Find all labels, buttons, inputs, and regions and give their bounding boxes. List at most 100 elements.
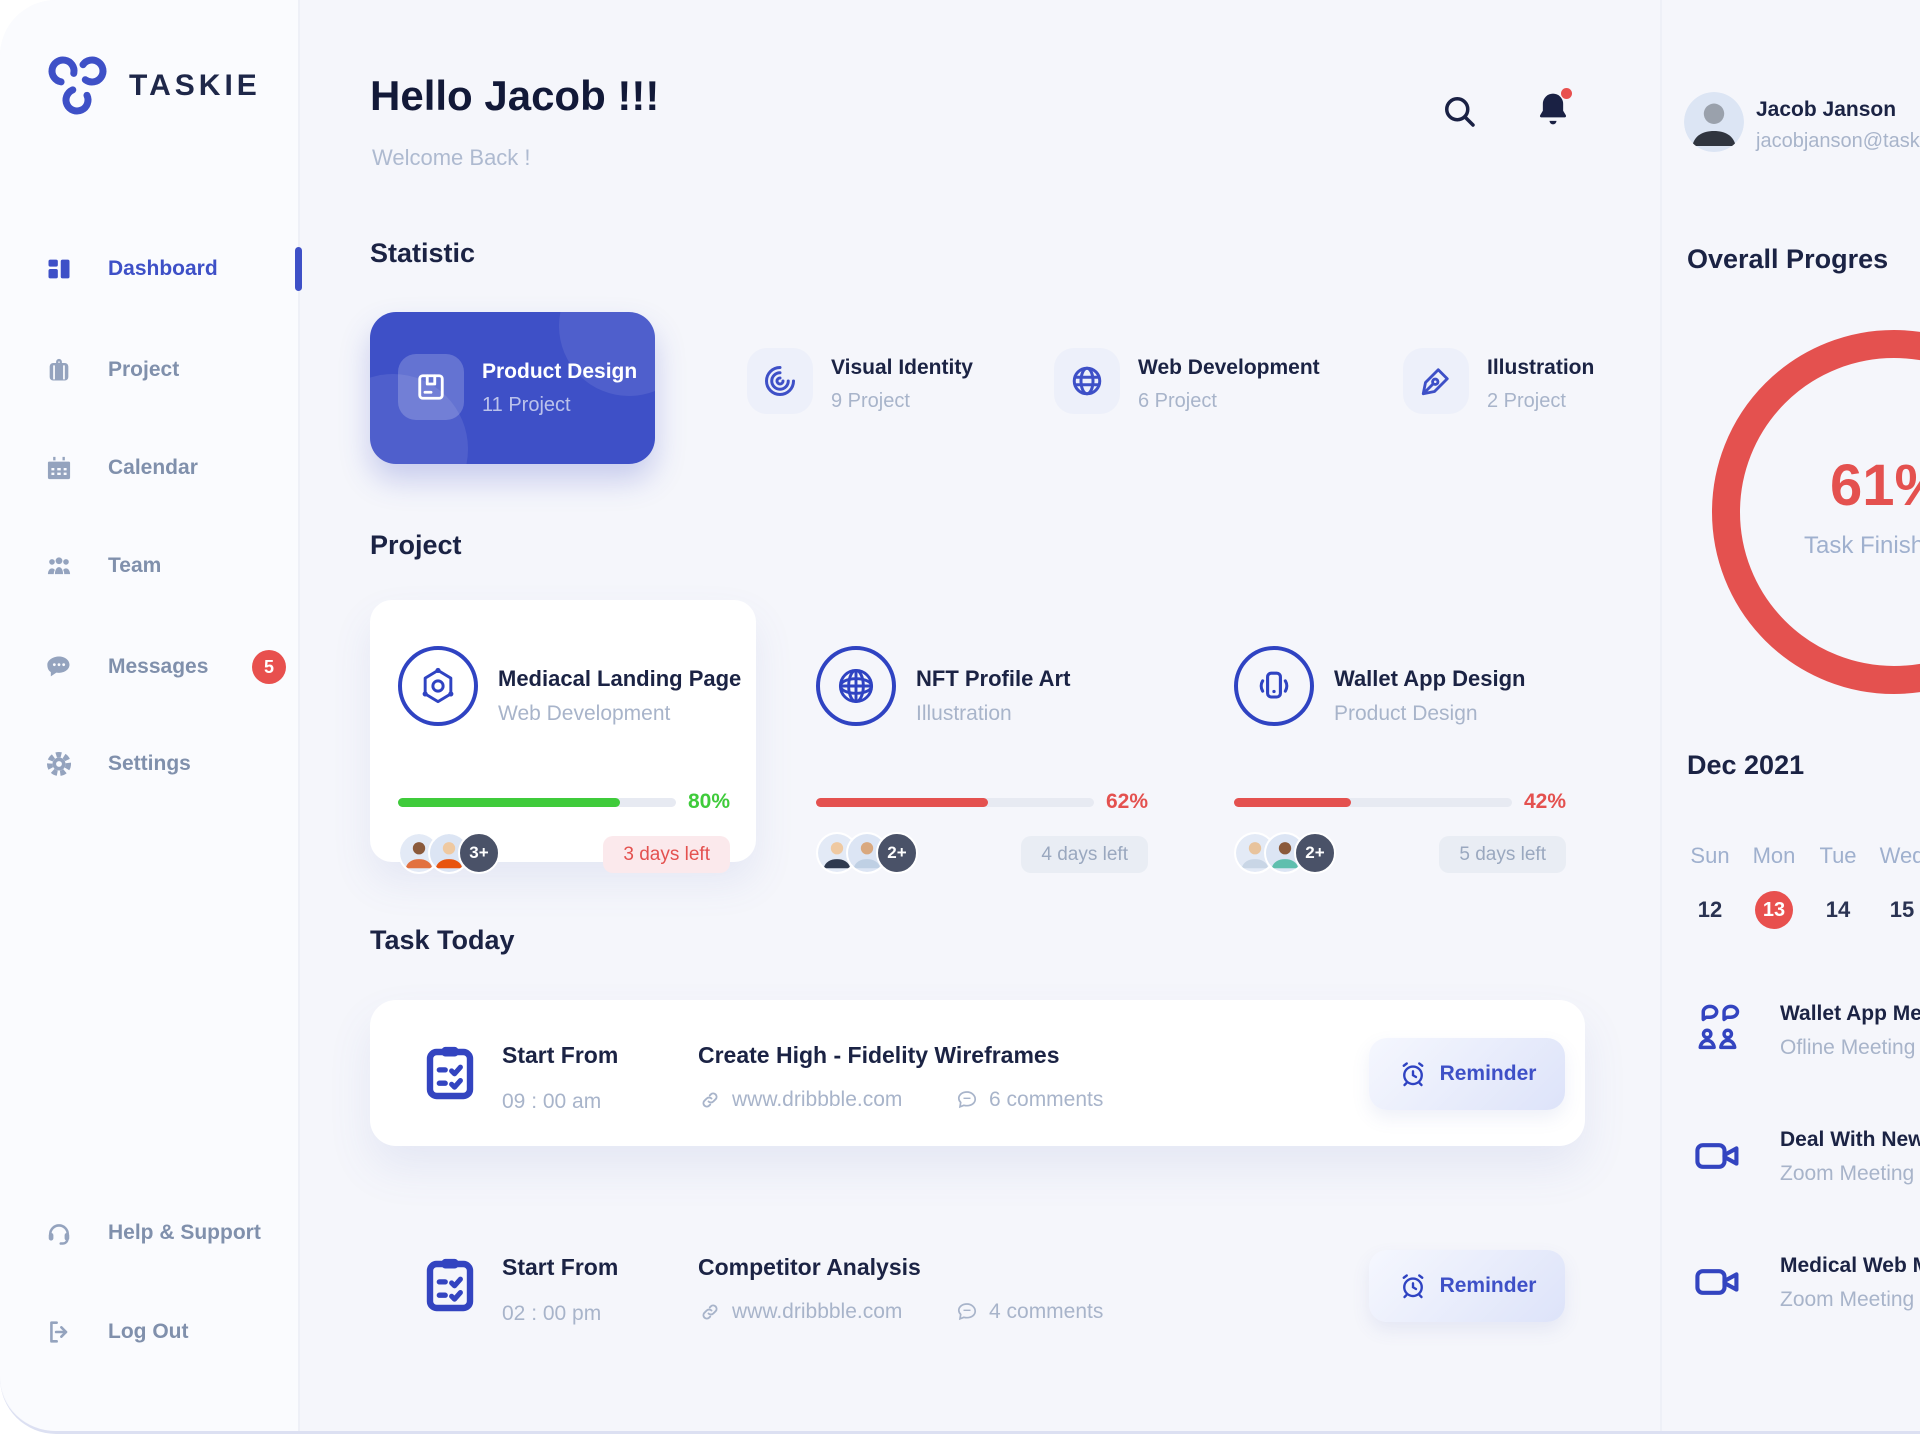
stat-card-illustration[interactable]: Illustration 2 Project <box>1403 320 1683 450</box>
task-name: Create High - Fidelity Wireframes <box>698 1042 1060 1068</box>
meeting-title: Medical Web Meeting <box>1780 1254 1920 1277</box>
stat-card-visual-identity[interactable]: Visual Identity 9 Project <box>747 320 1027 450</box>
profile-name: Jacob Janson <box>1756 98 1897 121</box>
meeting-subtitle: Zoom Meeting <box>1780 1162 1915 1185</box>
swirl-icon <box>747 348 813 414</box>
gear-icon <box>45 750 73 778</box>
calendar-column: Tue 14 <box>1806 843 1870 929</box>
profile-avatar[interactable] <box>1684 92 1744 152</box>
days-left-badge: 3 days left <box>603 836 730 873</box>
team-icon <box>45 552 73 580</box>
task-start-time: 02 : 00 pm <box>502 1302 602 1325</box>
phone-vibrate-icon <box>1234 646 1314 726</box>
messages-unread-badge: 5 <box>252 650 286 684</box>
messages-icon <box>45 653 73 681</box>
avatar <box>1234 832 1276 874</box>
task-comments[interactable]: 6 comments <box>955 1088 1103 1112</box>
globe-wireframe-icon <box>816 646 896 726</box>
sidebar-item-messages[interactable]: Messages 5 <box>0 645 300 689</box>
notification-bell-icon[interactable] <box>1532 88 1574 130</box>
people-chat-icon <box>1692 1004 1744 1056</box>
calendar-date[interactable]: 12 <box>1697 897 1723 922</box>
pen-nib-icon <box>1403 348 1469 414</box>
overall-progress-ring <box>1712 330 1920 694</box>
sidebar-item-team[interactable]: Team <box>0 544 300 588</box>
calendar-month: Dec 2021 <box>1687 750 1805 780</box>
reminder-button[interactable]: Reminder <box>1369 1250 1565 1322</box>
sidebar-item-project[interactable]: Project <box>0 348 300 392</box>
right-panel: Jacob Janson jacobjanson@taski Overall P… <box>1660 0 1920 1431</box>
task-start-label: Start From <box>502 1042 619 1068</box>
meeting-item[interactable]: Wallet App Meeting Ofline Meeting <box>1662 1002 1920 1066</box>
globe-icon <box>1054 348 1120 414</box>
calendar-date[interactable]: 15 <box>1889 897 1915 922</box>
statistic-section-title: Statistic <box>370 238 476 268</box>
project-section-title: Project <box>370 530 462 560</box>
assignee-avatars: 2+ <box>816 832 918 874</box>
task-link[interactable]: www.dribbble.com <box>698 1088 902 1112</box>
project-card-mediacal-landing-page[interactable]: Mediacal Landing Page Web Development 80… <box>370 600 756 874</box>
sidebar-item-help-support[interactable]: Help & Support <box>0 1211 300 1255</box>
progress-fill <box>398 798 621 807</box>
meeting-item[interactable]: Deal With New Zoom Meeting <box>1662 1128 1920 1192</box>
task-name: Competitor Analysis <box>698 1254 921 1280</box>
sidebar-item-logout[interactable]: Log Out <box>0 1310 300 1354</box>
box-icon <box>398 354 464 420</box>
link-icon <box>698 1088 722 1112</box>
page-title: Hello Jacob !!! <box>370 72 660 119</box>
notification-dot <box>1561 88 1572 99</box>
meeting-item[interactable]: Medical Web Meeting Zoom Meeting <box>1662 1254 1920 1318</box>
progress-percent: 42% <box>1524 790 1567 813</box>
page-subtitle: Welcome Back ! <box>372 145 531 170</box>
task-row[interactable]: Start From 02 : 00 pm Competitor Analysi… <box>370 1212 1585 1358</box>
search-icon[interactable] <box>1438 90 1480 132</box>
logo: TASKIE <box>45 55 261 117</box>
calendar-icon <box>45 454 73 482</box>
profile-email: jacobjanson@taski <box>1756 130 1920 152</box>
project-card-wallet-app-design[interactable]: Wallet App Design Product Design 42% 2+ … <box>1206 600 1592 874</box>
hexagon-network-icon <box>398 646 478 726</box>
calendar-date-selected[interactable]: 13 <box>1742 891 1806 929</box>
meeting-title: Wallet App Meeting <box>1780 1002 1920 1025</box>
progress-track <box>398 798 676 807</box>
overall-progress-caption: Task Finished <box>1804 532 1920 559</box>
meeting-title: Deal With New <box>1780 1128 1920 1151</box>
comment-icon <box>955 1300 979 1324</box>
meeting-subtitle: Ofline Meeting <box>1780 1036 1916 1059</box>
assignee-avatars: 3+ <box>398 832 500 874</box>
headset-icon <box>45 1219 73 1247</box>
active-indicator <box>295 247 302 291</box>
progress-track <box>1234 798 1512 807</box>
extra-assignees-chip: 2+ <box>1294 832 1336 874</box>
video-camera-icon <box>1692 1256 1744 1308</box>
stat-card-web-development[interactable]: Web Development 6 Project <box>1054 320 1334 450</box>
brand-name: TASKIE <box>129 69 261 102</box>
progress-track <box>816 798 1094 807</box>
sidebar-item-calendar[interactable]: Calendar <box>0 446 300 490</box>
task-comments[interactable]: 4 comments <box>955 1300 1103 1324</box>
alarm-clock-icon <box>1398 1271 1428 1301</box>
reminder-button[interactable]: Reminder <box>1369 1038 1565 1110</box>
task-start-label: Start From <box>502 1254 619 1280</box>
avatar <box>398 832 440 874</box>
sidebar-item-dashboard[interactable]: Dashboard <box>0 247 302 291</box>
task-row[interactable]: Start From 09 : 00 am Create High - Fide… <box>370 1000 1585 1146</box>
project-card-nft-profile-art[interactable]: NFT Profile Art Illustration 62% 2+ 4 da… <box>788 600 1174 874</box>
meeting-subtitle: Zoom Meeting <box>1780 1288 1915 1311</box>
progress-fill <box>816 798 989 807</box>
progress-percent: 62% <box>1106 790 1149 813</box>
briefcase-icon <box>45 356 73 384</box>
sidebar: TASKIE Dashboard Project <box>0 0 302 1431</box>
calendar-column: Wed 15 <box>1870 843 1920 929</box>
progress-fill <box>1234 798 1351 807</box>
taskie-logo-icon <box>45 55 111 117</box>
clipboard-icon <box>418 1252 482 1316</box>
extra-assignees-chip: 2+ <box>876 832 918 874</box>
days-left-badge: 4 days left <box>1021 836 1148 873</box>
link-icon <box>698 1300 722 1324</box>
calendar-date[interactable]: 14 <box>1825 897 1851 922</box>
task-link[interactable]: www.dribbble.com <box>698 1300 902 1324</box>
stat-card-product-design[interactable]: Product Design 11 Project <box>370 312 655 464</box>
sidebar-item-settings[interactable]: Settings <box>0 742 300 786</box>
